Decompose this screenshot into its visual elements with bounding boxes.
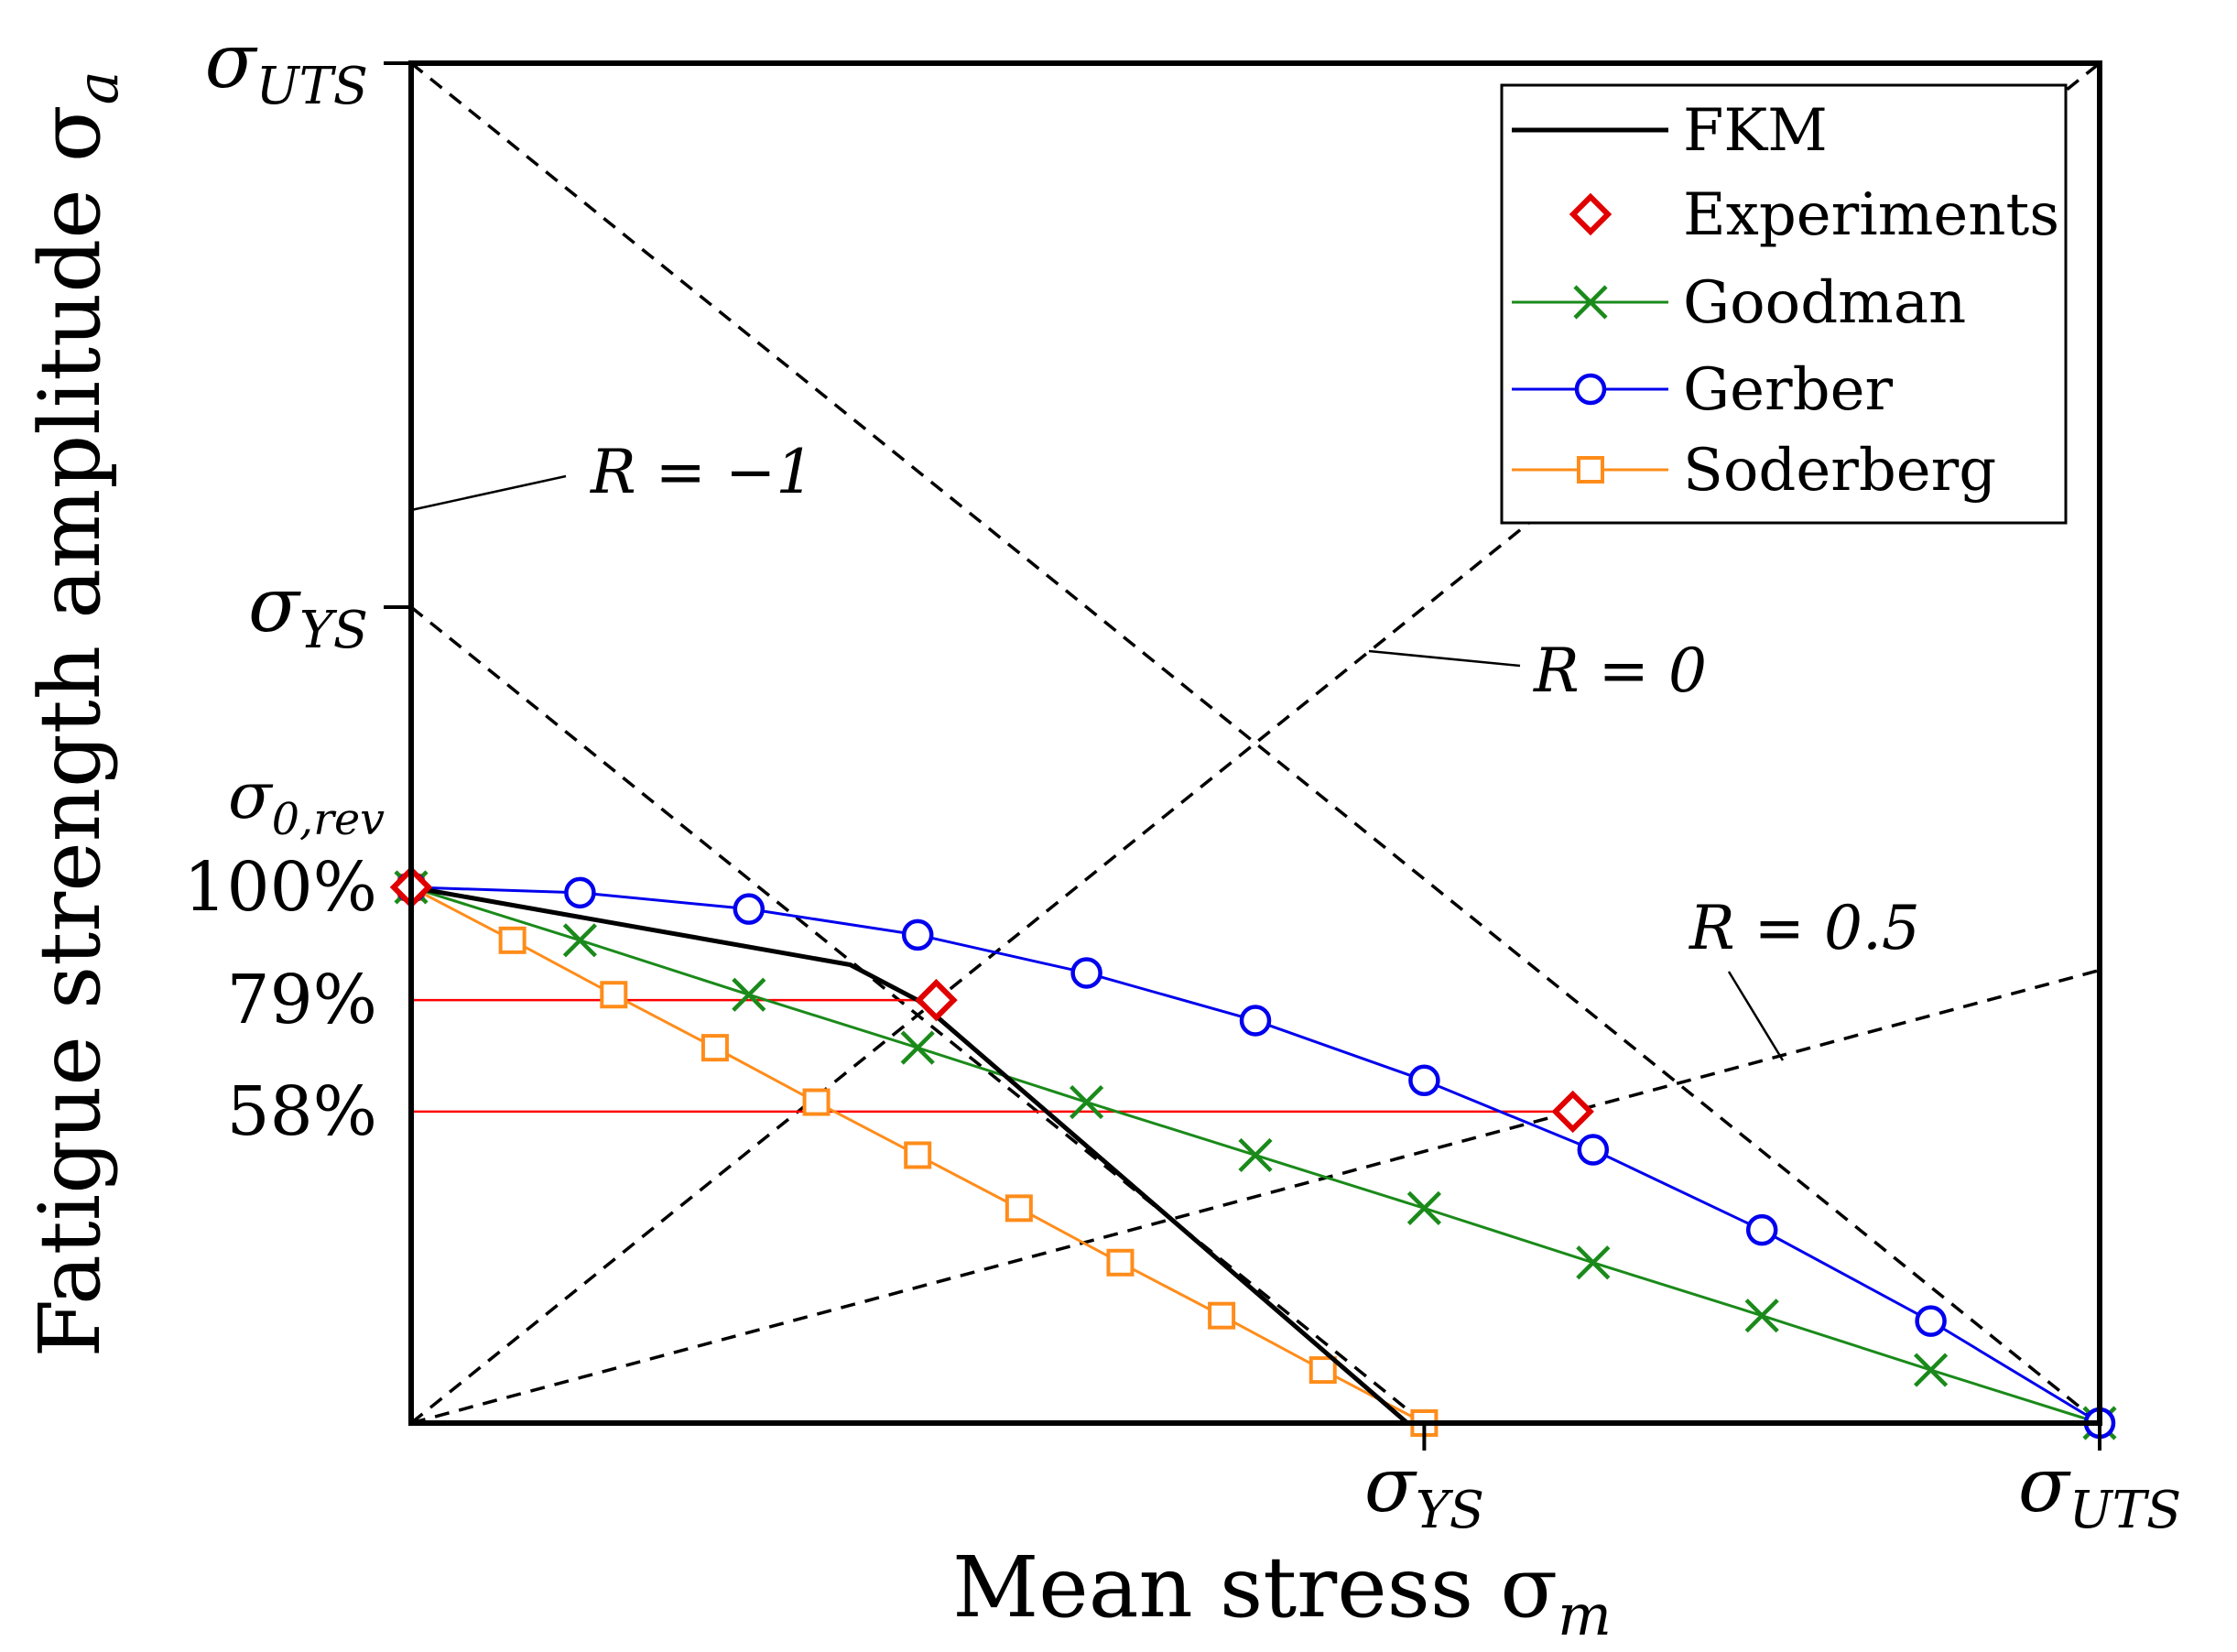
x-tick-label-1: σUTS — [2018, 1442, 2181, 1540]
legend-label-fkm: FKM — [1683, 97, 1828, 165]
x-tick-label-1-symbol: σ — [2018, 1442, 2071, 1529]
y-tick-label-1-symbol: σ — [205, 18, 258, 105]
y-pct-heading-sub: 0,rev — [272, 795, 385, 845]
point-soderberg-5 — [904, 1141, 932, 1169]
legend-label-experiments: Experiments — [1683, 181, 2059, 249]
legend-item-soderberg: Soderberg — [1512, 437, 1996, 505]
label-r-minus1: R = −1 — [590, 437, 814, 507]
x-tick-label-1-sub: UTS — [2069, 1481, 2181, 1540]
point-gerber-2 — [733, 893, 766, 925]
plot-frame — [408, 60, 2102, 1426]
point-gerber-3 — [901, 918, 934, 951]
point-goodman-8 — [1744, 1299, 1779, 1333]
point-experiments-1 — [915, 978, 958, 1022]
point-soderberg-6 — [1004, 1194, 1033, 1223]
yield-line-1 — [411, 605, 1426, 1423]
point-gerber-6 — [1408, 1064, 1440, 1097]
point-soderberg-8 — [1208, 1301, 1236, 1330]
legend-box — [1500, 83, 2068, 525]
leader-r-05 — [1727, 971, 1785, 1061]
point-gerber-5 — [1239, 1005, 1272, 1037]
point-soderberg-9 — [1309, 1356, 1337, 1385]
series-fkm — [410, 885, 1409, 1425]
point-gerber-1 — [564, 876, 596, 909]
point-goodman-7 — [1576, 1245, 1611, 1280]
x-axis-title: Mean stress σm — [952, 1538, 1612, 1648]
point-soderberg-2 — [600, 981, 628, 1009]
point-experiments-2 — [1551, 1090, 1594, 1134]
point-goodman-5 — [1238, 1137, 1273, 1173]
x-tick-label-0: σYS — [1364, 1442, 1484, 1540]
y-pct-label-1: 79% — [227, 961, 377, 1039]
y-axis-title-main: Fatigue strength amplitude σ — [21, 104, 119, 1357]
y-pct-heading-symbol: σ — [228, 758, 274, 833]
legend-marker-goodman — [1573, 285, 1608, 320]
point-goodman-3 — [900, 1030, 935, 1065]
y-axis-title: Fatigue strength amplitude σa — [21, 71, 131, 1357]
legend-label-soderberg: Soderberg — [1683, 437, 1996, 505]
point-goodman-6 — [1406, 1190, 1441, 1225]
y-tick-label-0: σYS — [248, 562, 368, 660]
point-gerber-9 — [1915, 1305, 1947, 1337]
y-pct-label-0: 100% — [183, 848, 377, 927]
legend: FKM Experiments Goodman Gerber Soderberg — [1500, 83, 2068, 525]
point-soderberg-4 — [802, 1088, 831, 1116]
y-tick-label-0-symbol: σ — [248, 562, 301, 649]
point-soderberg-1 — [498, 926, 527, 954]
y-pct-heading: σ0,rev — [228, 758, 385, 845]
y-tick-label-1-sub: UTS — [256, 57, 368, 116]
x-tick-label-0-sub: YS — [1416, 1481, 1484, 1540]
series-soderberg — [397, 873, 1439, 1437]
point-gerber-4 — [1070, 957, 1102, 989]
x-tick-label-0-symbol: σ — [1364, 1442, 1417, 1529]
point-goodman-4 — [1070, 1084, 1104, 1120]
point-soderberg-7 — [1106, 1248, 1135, 1277]
series-line-fkm — [410, 885, 1409, 1425]
point-gerber-8 — [1745, 1213, 1778, 1246]
legend-item-goodman: Goodman — [1512, 269, 1966, 337]
legend-marker-gerber — [1574, 373, 1607, 406]
legend-label-goodman: Goodman — [1683, 269, 1966, 337]
plot-area — [389, 60, 2117, 1440]
label-r-0: R = 0 — [1533, 636, 1707, 706]
y-tick-label-1: σUTS — [205, 18, 368, 116]
legend-marker-experiments — [1569, 192, 1613, 236]
ratio-annotations: R = −1 R = 0 R = 0.5 — [410, 437, 1920, 1061]
legend-label-gerber: Gerber — [1683, 356, 1893, 424]
leader-r-0 — [1368, 649, 1521, 668]
y-axis-title-sub: a — [64, 71, 131, 104]
legend-item-fkm: FKM — [1512, 97, 1828, 165]
x-axis-title-main: Mean stress σ — [952, 1538, 1558, 1636]
y-pct-label-2: 58% — [227, 1072, 377, 1151]
leader-r-minus1 — [410, 474, 567, 512]
ratio-line-2 — [411, 968, 2100, 1423]
point-goodman-2 — [732, 977, 766, 1012]
reference-lines — [411, 998, 1573, 1114]
point-goodman-9 — [1914, 1353, 1949, 1387]
legend-item-experiments: Experiments — [1569, 181, 2059, 249]
label-r-05: R = 0.5 — [1689, 893, 1920, 963]
y-tick-label-0-sub: YS — [299, 601, 368, 660]
x-axis-title-sub: m — [1558, 1581, 1612, 1648]
point-gerber-7 — [1577, 1134, 1610, 1166]
legend-item-gerber: Gerber — [1512, 356, 1893, 424]
point-soderberg-3 — [700, 1034, 729, 1062]
point-goodman-1 — [562, 923, 597, 958]
yield-line-0 — [411, 63, 2100, 1423]
legend-marker-soderberg — [1577, 456, 1604, 484]
